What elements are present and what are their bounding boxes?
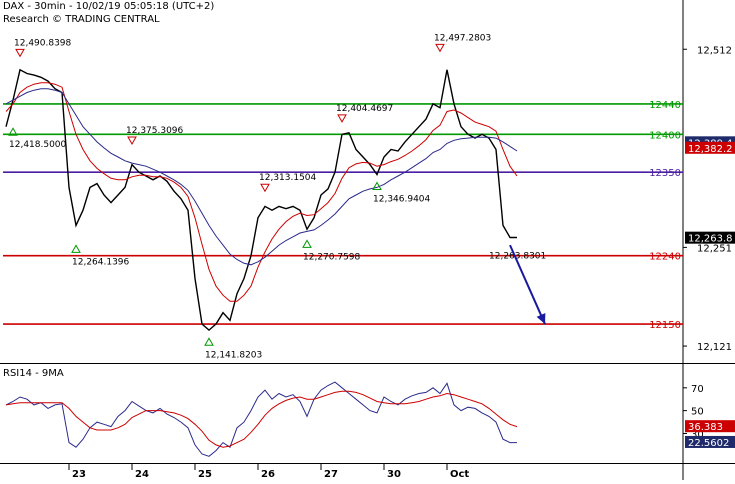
level-label-12350: 12350 <box>649 168 681 179</box>
low-marker <box>372 181 382 191</box>
annotation-label: 12,270.7598 <box>303 252 361 262</box>
annotation-label: 12,404.4697 <box>336 104 393 114</box>
annotation-label: 12,375.3096 <box>126 126 184 136</box>
annotation-label: 12,490.8398 <box>14 38 72 48</box>
high-marker <box>337 114 347 123</box>
low-marker <box>302 239 312 248</box>
level-label-12440: 12440 <box>649 100 681 111</box>
annotation-label: 12,313.1504 <box>259 173 317 183</box>
rsi-tag: 36.383 <box>688 422 723 433</box>
rsi-panel-title: RSI14 - 9MA <box>3 368 64 379</box>
annotation-label: 12,263.8301 <box>489 252 546 262</box>
x-tick-label: 24 <box>135 469 149 480</box>
chart-header-source: Research © TRADING CENTRAL <box>3 14 160 25</box>
low-marker <box>8 127 18 136</box>
rsi-series-rsi <box>5 381 517 457</box>
rsi-y-tick-label: 70 <box>691 384 704 395</box>
rsi-tag-bg <box>685 435 735 448</box>
price-tag: 12,382.2 <box>688 144 733 155</box>
x-tick-label: 26 <box>261 469 275 480</box>
forecast-arrow-line <box>509 244 546 325</box>
low-marker <box>204 337 214 346</box>
price-tag: 12,263.8 <box>688 234 733 245</box>
annotation-label: 12,346.9404 <box>373 195 431 205</box>
forecast-arrow-head <box>536 313 546 325</box>
rsi-tag: 22.5602 <box>688 438 729 449</box>
rsi-y-tick-label: 50 <box>691 407 704 418</box>
high-marker <box>260 183 270 193</box>
high-marker <box>435 43 445 53</box>
annotation-label: 12,264.1396 <box>72 257 130 267</box>
rsi-y-tick-label: 30 <box>691 429 704 440</box>
chart-header-title: DAX - 30min - 10/02/19 05:05:18 (UTC+2) <box>3 1 215 12</box>
high-marker <box>127 136 137 146</box>
series-ma_red <box>5 82 518 302</box>
level-label-12150: 12150 <box>649 320 681 331</box>
price-tag-bg <box>685 231 735 244</box>
x-tick-label: Oct <box>450 469 469 480</box>
x-tick-label: 25 <box>198 469 212 480</box>
annotation-label: 12,418.5000 <box>9 140 67 150</box>
low-marker <box>71 244 81 253</box>
x-tick-label: 23 <box>72 469 86 480</box>
level-label-12400: 12400 <box>649 130 681 141</box>
y-tick-label: 12,251 <box>697 243 732 254</box>
x-tick-label: 30 <box>387 469 401 480</box>
series-price <box>5 68 517 332</box>
high-marker <box>15 48 25 58</box>
y-tick-label: 12,121 <box>697 342 732 353</box>
rsi-series-rsi_ma <box>5 390 518 448</box>
level-label-12240: 12240 <box>649 252 681 263</box>
annotation-label: 12,141.8203 <box>205 350 262 360</box>
y-tick-label: 12,512 <box>697 45 732 56</box>
series-ma_blue <box>5 88 518 266</box>
price-tag-bg <box>685 141 735 154</box>
x-tick-label: 27 <box>324 469 338 480</box>
rsi-tag-bg <box>685 420 735 433</box>
annotation-label: 12,497.2803 <box>434 33 491 43</box>
